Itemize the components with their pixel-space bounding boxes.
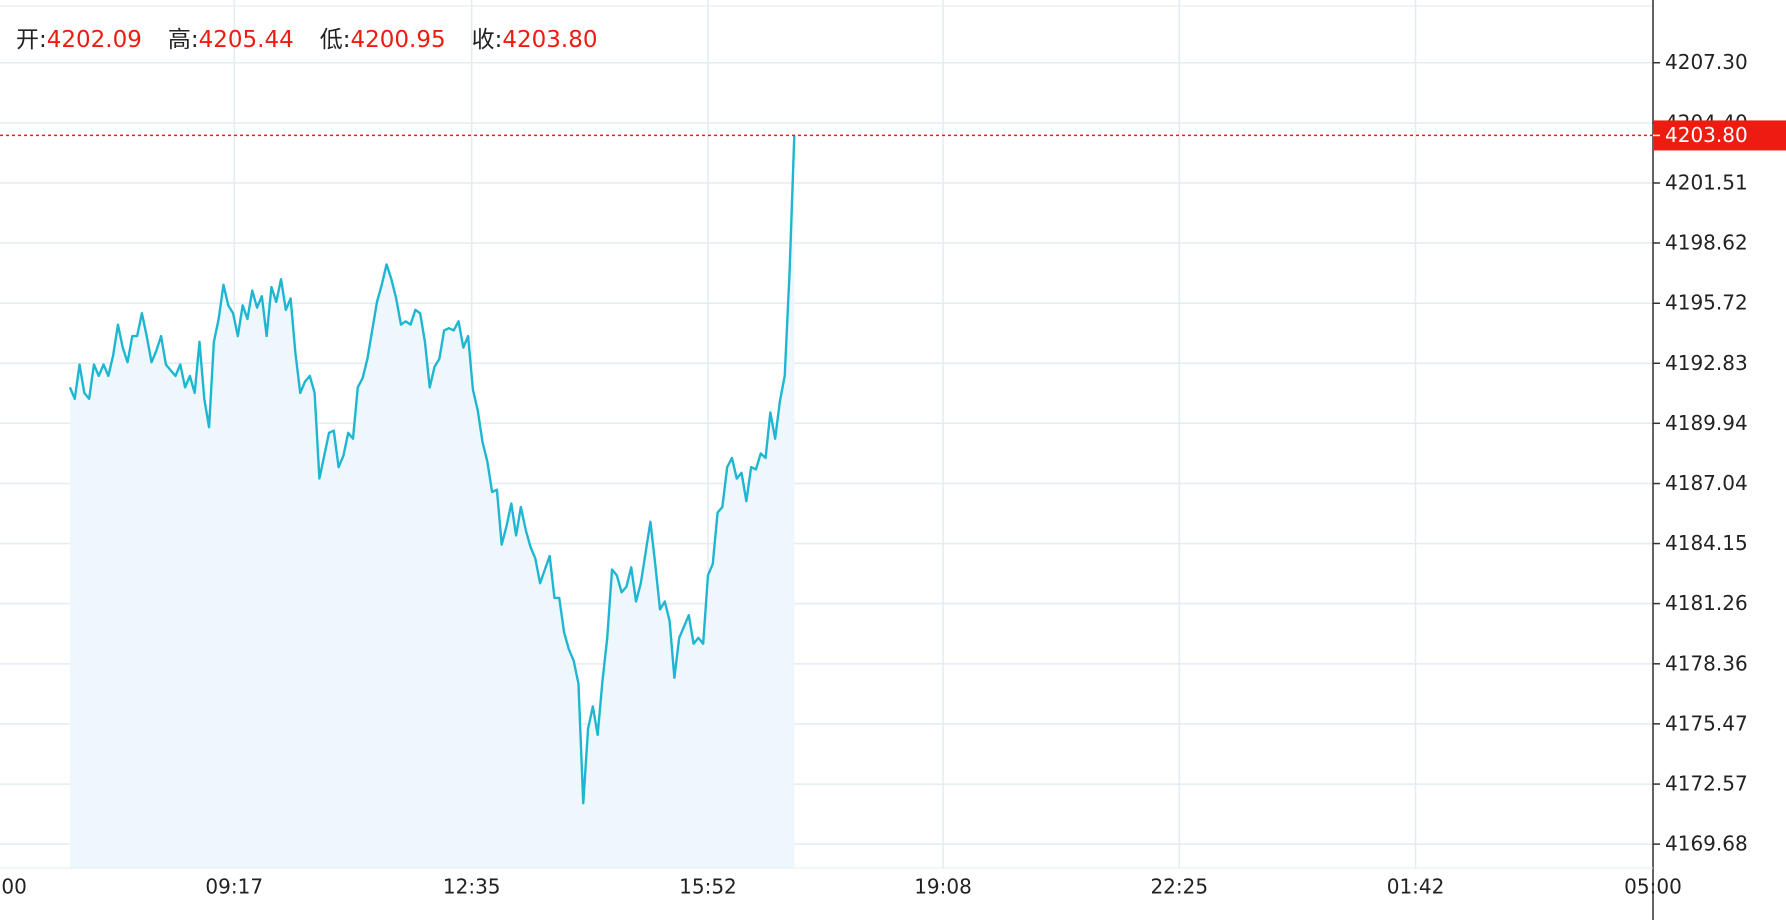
ohlc-name: 高:: [168, 27, 199, 53]
ohlc-value: 4200.95: [351, 27, 446, 53]
x-tick-label: 12:35: [443, 875, 501, 899]
y-tick-label: 4178.36: [1665, 651, 1748, 675]
y-tick-label: 4187.04: [1665, 471, 1748, 495]
x-tick-label: 19:08: [914, 875, 972, 899]
ohlc-name: 收:: [472, 27, 503, 53]
y-tick-label: 4169.68: [1665, 832, 1748, 856]
x-tick-label: 01:42: [1387, 875, 1445, 899]
y-tick-label: 4184.15: [1665, 531, 1748, 555]
y-tick-label: 4192.83: [1665, 351, 1748, 375]
y-tick-label: 4181.26: [1665, 591, 1748, 615]
x-tick-label: 06:00: [0, 875, 27, 899]
area: [69, 135, 795, 869]
y-tick-label: 4207.30: [1665, 50, 1748, 74]
x-tick-label: 15:52: [679, 875, 737, 899]
x-tick-label: 09:17: [205, 875, 263, 899]
ohlc-name: 开:: [16, 27, 47, 53]
price-line: [68, 135, 796, 805]
last-price-box: [1654, 120, 1786, 151]
y-tick-label: 4201.51: [1665, 170, 1748, 194]
ohlc-value: 4203.80: [502, 27, 597, 53]
ohlc-value: 4205.44: [199, 27, 294, 53]
y-tick-label: 4195.72: [1665, 291, 1748, 315]
y-tick-label: 4172.57: [1665, 772, 1748, 796]
x-tick-label: 22:25: [1150, 875, 1208, 899]
y-tick-label: 4189.94: [1665, 411, 1748, 435]
last-price-label: 4203.80: [1665, 123, 1748, 147]
ohlc-name: 低:: [320, 27, 351, 53]
x-tick-label: 05:00: [1624, 875, 1682, 899]
y-tick-label: 4198.62: [1665, 231, 1748, 255]
y-tick-label: 4175.47: [1665, 711, 1748, 735]
ohlc-value: 4202.09: [47, 27, 142, 53]
ohlc-header: 开:4202.09 高:4205.44 低:4200.95 收:4203.80: [16, 27, 598, 53]
